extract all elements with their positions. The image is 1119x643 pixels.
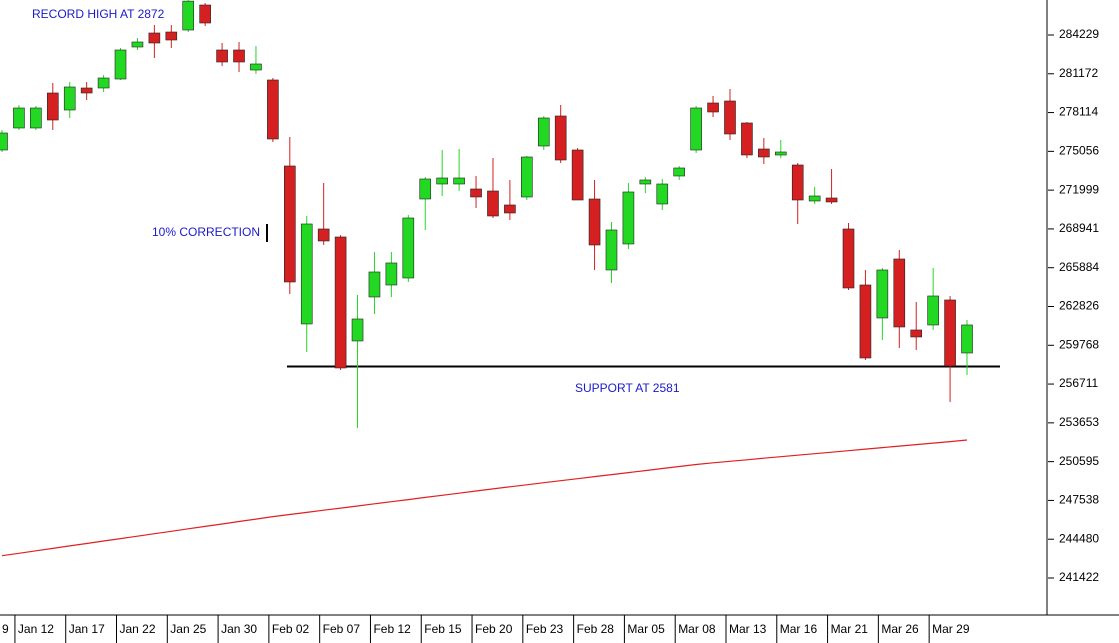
x-tick-label: Mar 08	[678, 622, 716, 636]
candle-body	[554, 115, 567, 161]
candle-body	[758, 148, 770, 158]
y-tick-label: 275056	[1059, 144, 1099, 158]
candle-body	[148, 32, 161, 44]
y-tick-label: 259768	[1059, 337, 1099, 351]
candle-body	[436, 177, 448, 185]
candle-body	[808, 195, 821, 202]
candle-body	[724, 100, 736, 135]
candle-body	[233, 49, 245, 63]
candle-body	[351, 318, 364, 342]
x-tick-label: Mar 05	[627, 622, 665, 636]
y-tick-label: 241422	[1059, 570, 1099, 584]
candle-body	[707, 102, 719, 113]
candle-body	[893, 258, 906, 328]
y-tick-label: 244480	[1059, 531, 1099, 545]
candle-body	[284, 165, 296, 283]
candle-body	[927, 295, 939, 326]
x-tick-label: Feb 07	[323, 622, 361, 636]
y-tick-label: 250595	[1059, 454, 1099, 468]
candle-body	[791, 164, 804, 201]
x-tick-label: Feb 23	[526, 622, 564, 636]
candle-body	[63, 86, 76, 111]
candle-body	[199, 4, 211, 24]
candle-body	[944, 299, 956, 367]
candle-body	[961, 324, 973, 354]
candle-body	[690, 107, 702, 151]
x-tick-label: Mar 29	[932, 622, 970, 636]
candle-body	[419, 178, 432, 200]
candle-body	[537, 117, 550, 147]
candle-body	[605, 229, 618, 271]
candle-body	[622, 191, 635, 245]
candle-body	[317, 228, 330, 242]
y-tick-label: 278114	[1059, 105, 1098, 119]
x-tick-label: Feb 15	[424, 622, 462, 636]
y-tick-label: 247538	[1059, 493, 1099, 507]
candle-body	[910, 329, 923, 338]
y-tick-label: 268941	[1059, 221, 1099, 235]
candle-body	[859, 284, 872, 359]
candle-body	[673, 167, 686, 177]
candle-body	[300, 223, 313, 325]
candle-body	[267, 79, 279, 140]
x-tick-label: Feb 12	[373, 622, 411, 636]
plot-area	[0, 0, 1000, 557]
x-tick-label: Feb 28	[577, 622, 615, 636]
candle-body	[470, 188, 482, 198]
candle-body	[639, 179, 652, 185]
candle-body	[182, 0, 195, 31]
y-tick-label: 256711	[1059, 376, 1098, 390]
candle-body	[825, 197, 838, 203]
annotation: 10% CORRECTION	[152, 225, 260, 239]
candle-body	[741, 122, 753, 156]
candle-body	[30, 107, 42, 129]
x-tick-label: Mar 26	[881, 622, 919, 636]
x-tick-label: Mar 16	[780, 622, 818, 636]
x-tick-label: Mar 21	[831, 622, 869, 636]
candle-body	[97, 77, 110, 89]
y-tick-label: 284229	[1059, 27, 1099, 41]
y-tick-label: 262826	[1059, 299, 1099, 313]
x-tick-label: 9	[2, 622, 9, 636]
candle-body	[334, 236, 347, 369]
candle-body	[13, 107, 25, 129]
x-tick-label: Jan 12	[18, 622, 54, 636]
y-tick-label: 281172	[1059, 66, 1098, 80]
x-tick-label: Jan 22	[120, 622, 156, 636]
candle-body	[216, 49, 228, 63]
candle-body	[402, 217, 415, 279]
candle-body	[385, 262, 398, 286]
x-tick-label: Mar 13	[729, 622, 767, 636]
candle-body	[0, 132, 8, 151]
x-tick-label: Feb 02	[272, 622, 310, 636]
candle-body	[656, 183, 669, 205]
candle-body	[521, 156, 533, 198]
candle-body	[165, 31, 178, 41]
y-tick-label: 271999	[1059, 182, 1099, 196]
annotation: SUPPORT AT 2581	[575, 381, 680, 395]
candle-body	[114, 49, 127, 80]
x-tick-label: Jan 17	[69, 622, 105, 636]
annotation: RECORD HIGH AT 2872	[32, 7, 165, 21]
candle-body	[842, 228, 855, 289]
candle-body	[504, 204, 516, 214]
candle-body	[250, 63, 262, 71]
candle-body	[774, 151, 787, 156]
candle-body	[453, 177, 465, 185]
candle-body	[876, 269, 889, 319]
x-tick-label: Feb 20	[475, 622, 513, 636]
x-tick-label: Jan 30	[221, 622, 257, 636]
candle-body	[80, 87, 93, 94]
moving-average-line	[1, 439, 968, 557]
x-tick-label: Jan 25	[170, 622, 206, 636]
y-tick-label: 265884	[1059, 260, 1099, 274]
candle-body	[571, 149, 584, 201]
candle-body	[368, 271, 381, 298]
candle-body	[588, 198, 601, 246]
candle-body	[131, 41, 144, 48]
candle-body	[46, 92, 59, 121]
candle-body	[487, 190, 499, 217]
y-tick-label: 253653	[1059, 415, 1099, 429]
